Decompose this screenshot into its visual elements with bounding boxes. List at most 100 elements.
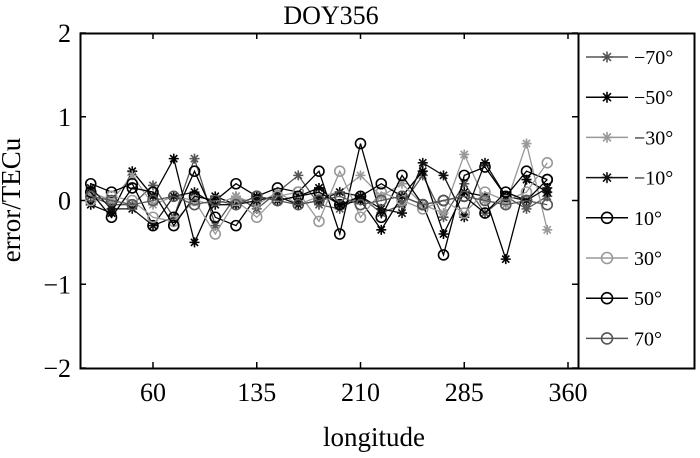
circle-marker	[84, 177, 97, 190]
legend-label: −10°	[634, 168, 673, 190]
circle-marker	[541, 173, 554, 186]
star-marker	[397, 208, 407, 219]
circle-marker	[230, 198, 242, 211]
circle-marker	[209, 211, 222, 224]
circle-marker	[84, 186, 97, 198]
circle-marker	[396, 190, 408, 203]
circle-marker	[479, 161, 491, 173]
star-marker	[293, 170, 304, 181]
circle-marker	[437, 194, 450, 207]
legend-label: −30°	[634, 127, 673, 149]
circle-marker	[479, 194, 491, 207]
circle-marker	[188, 194, 201, 207]
legend-box	[577, 32, 696, 370]
star-marker	[210, 199, 221, 210]
x-tick-label: 210	[341, 378, 380, 407]
y-tick-label: −2	[43, 354, 71, 383]
circle-marker	[147, 186, 159, 198]
x-tick-label: 285	[445, 378, 484, 407]
star-marker	[521, 203, 532, 214]
circle-marker	[230, 219, 242, 232]
star-marker	[480, 157, 490, 168]
series-8	[84, 190, 554, 211]
star-marker	[210, 220, 221, 231]
star-marker	[438, 170, 449, 181]
circle-marker	[230, 177, 242, 190]
circle-marker	[126, 194, 139, 207]
circle-marker	[375, 186, 388, 198]
star-marker	[542, 182, 553, 193]
circle-marker	[313, 186, 325, 198]
star-marker	[168, 153, 179, 164]
circle-marker	[313, 165, 325, 177]
star-marker	[148, 180, 158, 191]
circle-marker	[416, 198, 429, 211]
circle-marker	[167, 219, 180, 232]
circle-marker	[147, 219, 159, 232]
circle-marker	[375, 194, 388, 207]
circle-marker	[333, 165, 346, 177]
series-line	[90, 179, 548, 227]
circle-marker	[126, 198, 139, 211]
star-marker	[397, 178, 407, 189]
circle-marker	[126, 182, 139, 194]
star-marker	[459, 212, 470, 223]
star-marker	[459, 187, 470, 198]
legend-entry: 30°	[586, 248, 662, 270]
star-marker	[601, 51, 613, 63]
circle-marker	[84, 190, 97, 203]
legend-entry: −10°	[586, 168, 673, 190]
y-tick-label: −1	[43, 270, 71, 299]
circle-marker	[458, 207, 471, 219]
circle-marker	[147, 194, 159, 207]
star-marker	[355, 170, 366, 181]
circle-marker	[292, 198, 305, 211]
circle-marker	[437, 249, 450, 261]
legend-entry: −50°	[586, 87, 673, 109]
series-line	[90, 195, 548, 206]
circle-marker	[271, 182, 284, 194]
circle-marker	[499, 198, 512, 211]
star-marker	[127, 170, 138, 181]
star-marker	[521, 174, 532, 185]
circle-marker	[520, 194, 533, 207]
circle-marker	[354, 211, 367, 224]
circle-marker	[396, 194, 408, 207]
legend-label: 10°	[634, 208, 662, 230]
circle-marker	[333, 228, 346, 240]
legend-label: −50°	[634, 87, 673, 109]
circle-marker	[354, 190, 367, 203]
circle-marker	[541, 198, 554, 211]
circle-marker	[188, 190, 201, 203]
star-marker	[334, 187, 345, 198]
circle-marker	[271, 194, 284, 207]
x-tick-label: 360	[549, 378, 588, 407]
circle-marker	[188, 165, 201, 177]
legend-entry: 10°	[586, 208, 662, 230]
star-marker	[438, 208, 449, 219]
star-marker	[601, 131, 613, 143]
circle-marker	[375, 211, 388, 224]
circle-marker	[271, 190, 284, 203]
star-marker	[542, 224, 553, 235]
star-marker	[127, 203, 138, 214]
star-marker	[251, 195, 262, 206]
circle-marker	[333, 198, 346, 211]
star-marker	[521, 138, 532, 149]
circle-marker	[292, 186, 305, 198]
star-marker	[314, 182, 324, 193]
y-tick-label: 2	[58, 19, 71, 48]
series-layer	[84, 137, 554, 265]
circle-marker	[313, 194, 325, 207]
star-marker	[376, 191, 387, 202]
circle-marker	[354, 198, 367, 211]
circle-marker	[600, 291, 614, 305]
circle-marker	[230, 194, 242, 207]
star-marker	[85, 199, 96, 210]
star-marker	[459, 178, 470, 189]
circle-marker	[416, 203, 429, 215]
star-marker	[417, 157, 428, 168]
circle-marker	[105, 186, 118, 198]
